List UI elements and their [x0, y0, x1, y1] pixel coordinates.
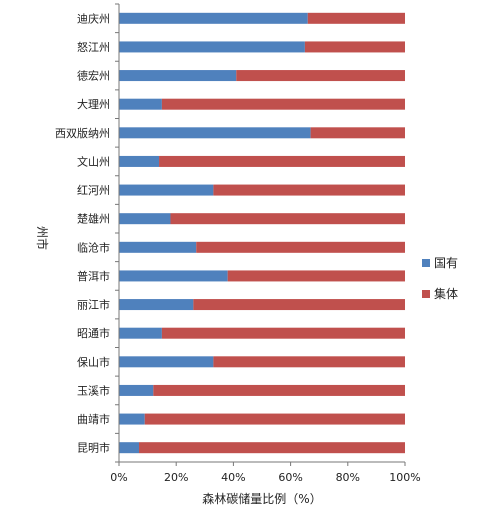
- category-label: 曲靖市: [77, 412, 110, 426]
- bar-state-0: [119, 12, 308, 24]
- category-labels: 迪庆州怒江州德宏州大理州西双版纳州文山州红河州楚雄州临沧市普洱市丽江市昭通市保山…: [55, 11, 110, 454]
- x-tick-label: 60%: [278, 471, 302, 484]
- bar-collective-13: [153, 384, 405, 396]
- category-label: 西双版纳州: [55, 126, 110, 140]
- category-label: 玉溪市: [77, 383, 110, 397]
- y-axis-title: 州市: [35, 226, 50, 250]
- bar-state-13: [119, 384, 154, 396]
- category-label: 昭通市: [77, 326, 110, 340]
- category-label: 红河州: [77, 184, 110, 197]
- bar-state-5: [119, 155, 160, 167]
- x-tick-label: 20%: [164, 471, 188, 484]
- bar-collective-14: [144, 413, 406, 425]
- category-label: 德宏州: [77, 69, 110, 83]
- x-tick-label: 0%: [110, 471, 127, 484]
- legend-swatch-collective: [422, 290, 430, 298]
- bar-state-1: [119, 41, 305, 53]
- category-label: 保山市: [77, 355, 110, 369]
- x-tick-label: 40%: [221, 471, 245, 484]
- bar-collective-1: [304, 41, 405, 53]
- x-tick-label: 80%: [336, 471, 360, 484]
- category-label: 临沧市: [77, 240, 110, 254]
- bar-state-9: [119, 270, 228, 282]
- category-label: 迪庆州: [77, 11, 110, 25]
- axes-group: [115, 3, 406, 466]
- bar-state-2: [119, 70, 237, 82]
- bar-state-4: [119, 127, 311, 139]
- x-tick-labels: 0% 20% 40% 60% 80% 100%: [110, 471, 420, 484]
- bar-collective-2: [236, 70, 405, 82]
- bar-collective-5: [159, 155, 405, 167]
- bar-collective-7: [170, 213, 405, 225]
- x-tick-label: 100%: [389, 471, 420, 484]
- category-label: 丽江市: [77, 298, 110, 312]
- bar-collective-12: [213, 356, 405, 368]
- bar-state-3: [119, 98, 162, 110]
- bar-collective-10: [193, 299, 405, 311]
- bar-collective-6: [213, 184, 405, 196]
- bar-collective-8: [196, 241, 405, 253]
- bar-state-7: [119, 213, 171, 225]
- category-label: 文山州: [77, 154, 110, 168]
- bar-collective-9: [227, 270, 405, 282]
- bar-collective-11: [161, 327, 405, 339]
- legend-label: 国有: [434, 256, 458, 270]
- legend-swatch-state: [422, 259, 430, 267]
- bar-state-15: [119, 442, 140, 454]
- bar-state-12: [119, 356, 214, 368]
- bar-collective-15: [139, 442, 405, 454]
- category-label: 怒江州: [77, 40, 110, 54]
- bars-group: [119, 12, 406, 454]
- bar-state-6: [119, 184, 214, 196]
- bar-state-10: [119, 299, 194, 311]
- category-label: 楚雄州: [77, 212, 110, 226]
- bar-collective-3: [161, 98, 405, 110]
- category-label: 普洱市: [77, 269, 110, 283]
- bar-state-14: [119, 413, 145, 425]
- bar-state-11: [119, 327, 162, 339]
- legend-label: 集体: [434, 286, 458, 301]
- bar-collective-0: [307, 12, 405, 24]
- category-label: 昆明市: [77, 441, 110, 455]
- category-label: 大理州: [77, 97, 110, 111]
- bar-state-8: [119, 241, 197, 253]
- bar-collective-4: [310, 127, 405, 139]
- x-axis-title: 森林碳储量比例（%）: [202, 491, 321, 506]
